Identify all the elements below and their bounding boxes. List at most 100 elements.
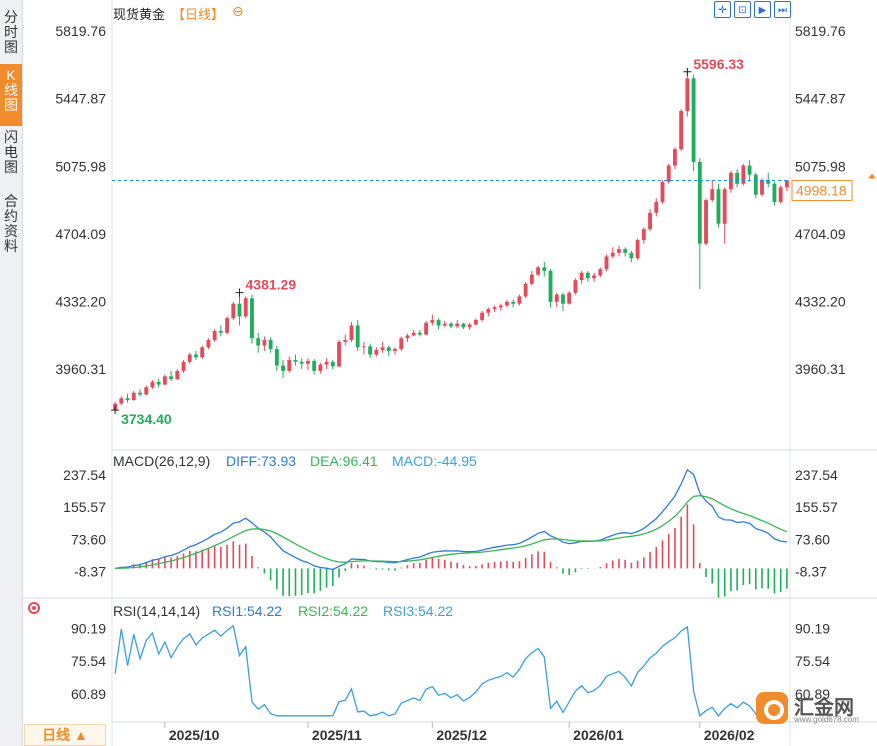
candle-body [772, 183, 777, 202]
candle-body [131, 392, 136, 401]
candle-body [561, 294, 565, 304]
x-tick-label: 2025/10 [169, 727, 220, 743]
macd-y-tick-right: -8.37 [795, 564, 827, 580]
rsi-y-tick-right: 75.54 [795, 653, 830, 669]
candle-body [710, 189, 715, 201]
candle-body [417, 332, 422, 335]
candle-body [274, 349, 279, 366]
candle-body [393, 349, 397, 351]
candle-body [281, 365, 285, 371]
candle-body [623, 249, 628, 253]
candle-body [243, 298, 248, 317]
crosshair-icon[interactable]: ✛ [714, 1, 731, 18]
x-tick-label: 2026/02 [704, 727, 755, 743]
sidebar-tab-flash[interactable]: 闪电图 [0, 126, 22, 190]
candle-body [641, 229, 646, 241]
y-tick-label-left: 5819.76 [55, 23, 106, 39]
rsi2-label: RSI2:54.22 [298, 603, 368, 619]
candle-body [268, 340, 273, 350]
candle-body [685, 78, 690, 112]
candle-body [187, 354, 192, 362]
candle-body [355, 325, 360, 348]
circle-minus-icon[interactable]: ⊖ [232, 3, 244, 19]
sidebar-tab-char: 图 [4, 97, 18, 113]
brand-name: 汇金网 [794, 697, 854, 719]
play-icon[interactable]: ▶ [754, 1, 771, 18]
candle-body [156, 381, 161, 385]
macd-y-tick-right: 73.60 [795, 531, 830, 547]
macd-y-tick-left: 237.54 [63, 467, 106, 483]
sidebar-tab-fenshi[interactable]: 分时图 [0, 6, 22, 62]
period-label: 【日线】 [172, 7, 225, 22]
settings-gear-icon[interactable] [28, 602, 40, 614]
sidebar-tab-char: 料 [4, 238, 18, 254]
candle-body [492, 307, 497, 310]
current-price-arrow-icon [868, 173, 876, 179]
candle-body [399, 338, 404, 350]
candle-body [206, 340, 211, 348]
candle-body [629, 252, 634, 259]
candle-body [181, 361, 186, 371]
candle-body [542, 267, 547, 271]
candle-body [554, 294, 559, 302]
x-tick-label: 2025/12 [436, 727, 487, 743]
macd-y-tick-left: 155.57 [63, 499, 106, 515]
candle-body [505, 301, 509, 306]
candle-body [679, 111, 684, 150]
candle-body [299, 361, 304, 364]
candle-body [212, 330, 217, 341]
candle-body [672, 149, 677, 166]
sidebar-tab-contract[interactable]: 合约资料 [0, 190, 22, 268]
macd-y-tick-left: 73.60 [71, 531, 106, 547]
candle-body [306, 360, 310, 364]
candle-body [144, 387, 149, 395]
candle-body [784, 180, 789, 188]
period-tab[interactable]: 日线 ▲ [24, 724, 106, 746]
gear-ring [28, 602, 40, 614]
step-forward-icon[interactable]: ⏭ [774, 1, 791, 18]
candle-body [380, 347, 385, 351]
sidebar-tab-char: 图 [4, 159, 18, 175]
candle-body [486, 309, 491, 313]
candle-body [585, 272, 590, 279]
candle-body [498, 305, 503, 308]
candle-body [735, 172, 740, 184]
extreme-marker [235, 288, 244, 297]
candle-body [337, 341, 341, 367]
sidebar-tab-char: 闪 [4, 129, 18, 145]
candle-body [430, 320, 435, 323]
macd-y-tick-right: 237.54 [795, 467, 838, 483]
macd-y-tick-left: -8.37 [74, 564, 106, 580]
candle-body [125, 398, 130, 401]
candle-body [604, 256, 609, 270]
sidebar-tab-char: 时 [4, 24, 18, 40]
y-tick-label-right: 4704.09 [795, 226, 846, 242]
fit-icon[interactable]: ⊡ [734, 1, 751, 18]
candle-body [473, 320, 478, 325]
candle-body [343, 340, 348, 342]
candle-body [704, 200, 708, 244]
candle-body [592, 275, 596, 279]
candle-body [511, 301, 516, 304]
candle-body [287, 360, 292, 371]
candle-body [654, 201, 659, 213]
candle-body [480, 312, 485, 321]
sidebar-tab-char: K [6, 67, 16, 83]
candle-body [324, 361, 329, 365]
candle-body [218, 330, 223, 333]
candle-body [529, 274, 534, 284]
candle-body [598, 269, 603, 276]
candle-body [250, 298, 254, 339]
macd-dea-line [115, 495, 788, 570]
rsi-line [114, 624, 788, 717]
candle-body [436, 320, 441, 326]
candle-body [635, 240, 640, 259]
y-tick-label-left: 4704.09 [55, 226, 106, 242]
extreme-marker [111, 406, 120, 415]
rsi-y-tick-left: 60.89 [71, 686, 106, 702]
sidebar-tab-char: 分 [4, 9, 18, 25]
instrument-title: 现货黄金 [113, 7, 166, 22]
rsi-y-tick-left: 75.54 [71, 653, 106, 669]
